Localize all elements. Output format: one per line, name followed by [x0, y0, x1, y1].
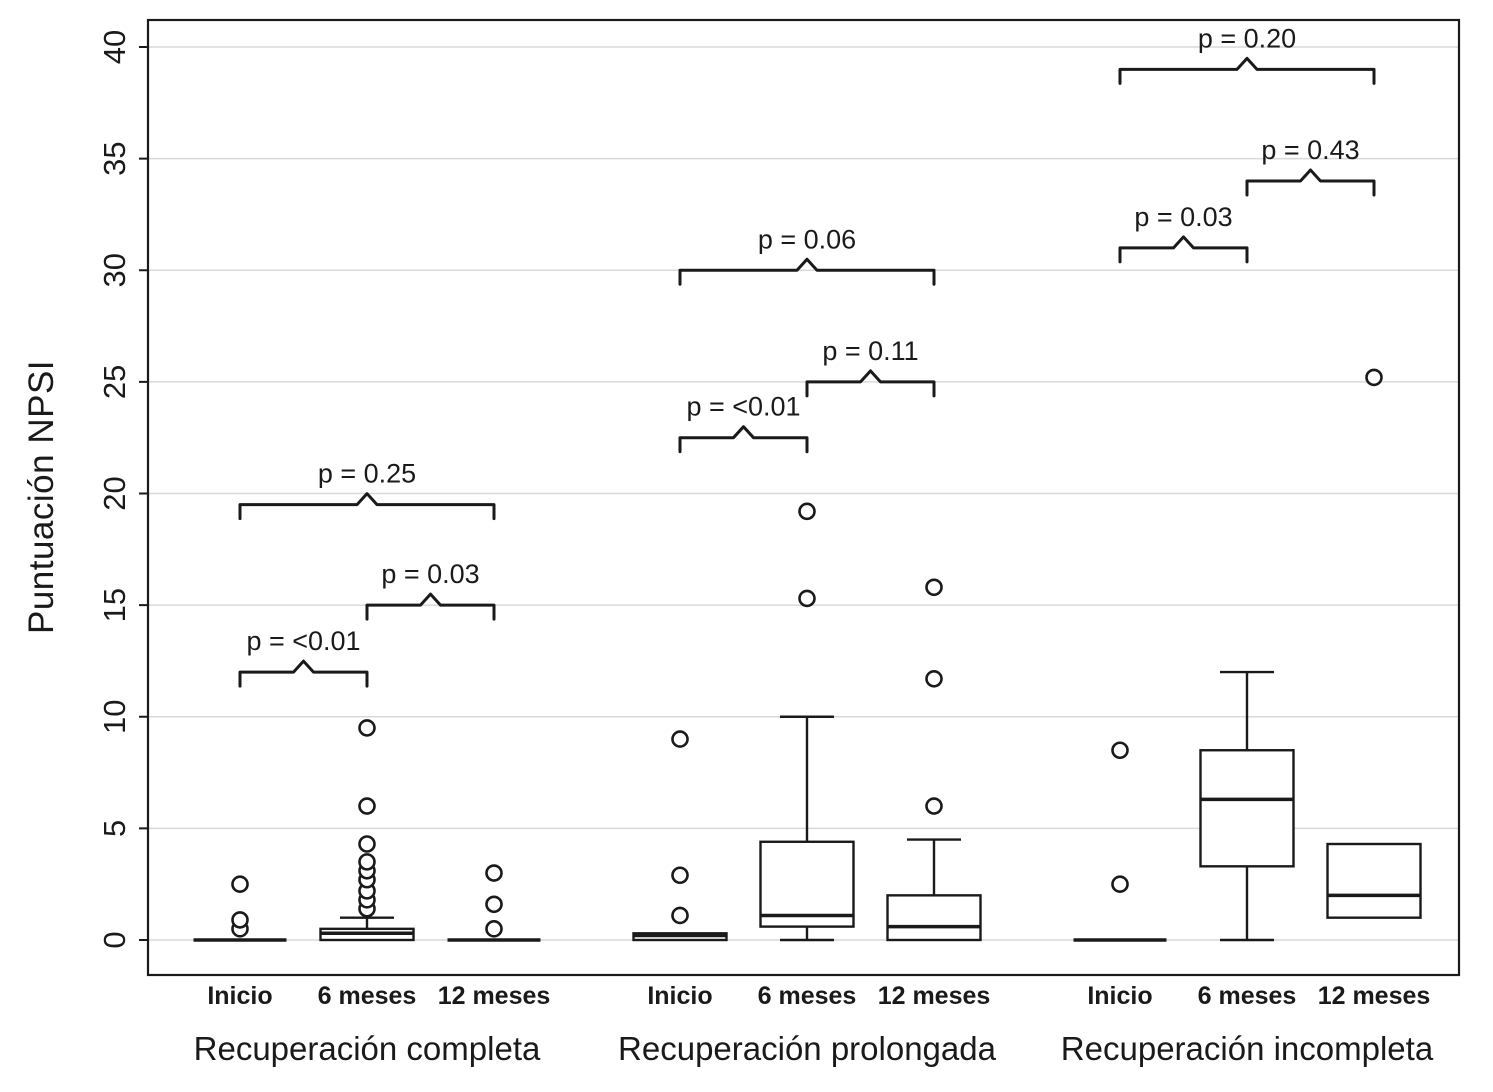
x-tick-label: 6 meses — [758, 982, 857, 1010]
group-label-recuperacion-completa: Recuperación completa — [193, 1030, 541, 1067]
p-value-bracket — [678, 425, 809, 454]
y-tick-label: 30 — [97, 253, 132, 287]
outlier-point — [671, 730, 689, 748]
p-value-bracket — [365, 592, 496, 621]
group-label-recuperacion-prolongada: Recuperación prolongada — [618, 1030, 996, 1067]
p-value-bracket — [678, 257, 936, 286]
outlier-point — [925, 669, 943, 688]
group-label-recuperacion-incompleta: Recuperación incompleta — [1060, 1030, 1434, 1067]
outlier-point — [485, 895, 503, 914]
x-tick-label: Inicio — [207, 982, 272, 1010]
box — [1326, 842, 1422, 919]
y-tick-label: 5 — [97, 820, 132, 837]
outlier-point — [358, 797, 376, 815]
y-axis-label: Puntuación NPSI — [22, 359, 61, 635]
outlier-point — [231, 911, 249, 929]
y-tick-label: 35 — [97, 141, 132, 175]
x-tick-label: 12 meses — [438, 982, 551, 1010]
box — [886, 894, 982, 942]
outlier-point — [231, 875, 249, 893]
x-tick-label: 12 meses — [878, 982, 991, 1010]
y-tick-label: 0 — [97, 931, 132, 948]
p-value-label: p = 0.43 — [1261, 135, 1359, 165]
y-tick-label: 25 — [97, 365, 132, 399]
p-value-label: p = <0.01 — [686, 392, 800, 422]
outlier-point — [798, 589, 816, 608]
outlier-point — [358, 835, 376, 853]
plot-frame — [146, 18, 1461, 977]
p-value-label: p = <0.01 — [246, 626, 360, 656]
outlier-point — [485, 920, 503, 938]
x-tick-label: 6 meses — [1198, 982, 1297, 1010]
p-value-label: p = 0.25 — [318, 459, 416, 489]
p-value-label: p = 0.20 — [1198, 23, 1296, 53]
p-value-bracket — [238, 492, 496, 521]
x-tick-label: Inicio — [1087, 982, 1152, 1010]
p-value-label: p = 0.03 — [381, 559, 479, 589]
x-tick-label: Inicio — [647, 982, 712, 1010]
y-tick-label: 20 — [97, 476, 132, 510]
p-value-bracket — [238, 659, 369, 688]
x-tick-label: 6 meses — [318, 982, 417, 1010]
outlier-point — [1365, 368, 1383, 387]
outlier-point — [1111, 875, 1129, 893]
p-value-bracket — [1245, 168, 1376, 197]
outlier-point — [925, 578, 943, 597]
p-value-label: p = 0.11 — [822, 336, 918, 366]
box — [759, 840, 855, 928]
outlier-point — [1111, 741, 1129, 760]
y-tick-label: 40 — [97, 30, 132, 64]
p-value-bracket — [805, 369, 936, 398]
p-value-label: p = 0.06 — [758, 224, 856, 254]
y-tick-label: 15 — [97, 588, 132, 622]
outlier-point — [358, 853, 376, 871]
box — [1199, 749, 1295, 868]
y-tick-label: 10 — [97, 700, 132, 734]
outlier-point — [358, 719, 376, 737]
p-value-bracket — [1118, 235, 1249, 264]
p-value-label: p = 0.03 — [1134, 202, 1232, 232]
outlier-point — [671, 906, 689, 925]
outlier-point — [925, 797, 943, 815]
p-value-bracket — [1118, 56, 1376, 85]
outlier-point — [798, 502, 816, 521]
outlier-point — [485, 864, 503, 882]
outlier-point — [671, 866, 689, 885]
x-tick-label: 12 meses — [1318, 982, 1431, 1010]
